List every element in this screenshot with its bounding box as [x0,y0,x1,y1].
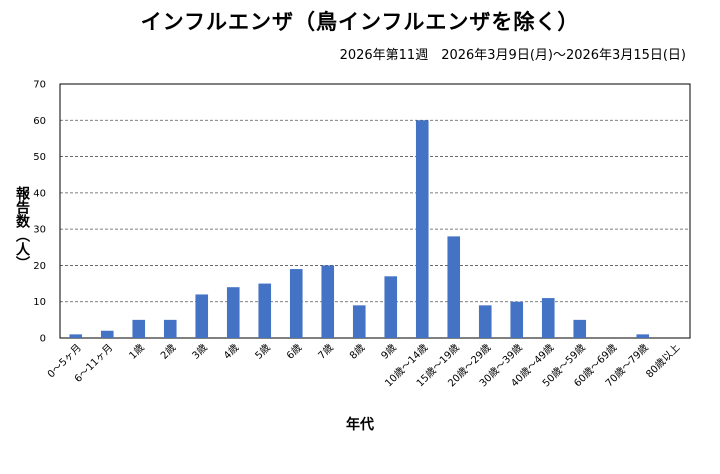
x-axis-label: 年代 [346,417,374,433]
x-tick-label: 3歳 [190,342,210,362]
y-tick-label: 60 [33,116,46,127]
chart-subtitle: 2026年第11週 2026年3月9日(月)〜2026年3月15日(日) [339,48,686,63]
bar [352,305,366,338]
x-tick-label: 9歳 [379,342,399,362]
x-tick-label: 7歳 [316,342,336,362]
bar [69,334,83,338]
bar [163,319,177,338]
plot-area-frame [59,83,691,339]
bar [384,276,398,338]
y-tick-label: 70 [33,80,46,91]
x-tick-label: 8歳 [347,342,367,362]
bar [573,319,587,338]
y-tick-label: 0 [40,334,46,345]
x-tick-label: 1歳 [127,342,147,362]
bar [100,330,114,338]
bar [289,269,303,338]
bar [321,265,335,338]
y-tick-label: 30 [33,225,46,236]
bar [510,301,524,338]
x-tick-label: 6歳 [284,342,304,362]
bar [132,319,146,338]
x-tick-label: 4歳 [221,342,241,362]
x-tick-label: 2歳 [158,342,178,362]
bar [478,305,492,338]
y-tick-label: 40 [33,188,46,199]
bar [258,283,272,338]
bar [226,287,240,338]
y-tick-label: 10 [33,297,46,308]
y-axis-label: 報告数（人） [14,186,30,270]
bar [415,120,429,339]
bar [447,236,461,338]
y-tick-label: 20 [33,261,46,272]
x-tick-label: 5歳 [253,342,273,362]
x-tick-label: 80歳以上 [644,342,683,381]
chart-title: インフルエンザ（鳥インフルエンザを除く） [140,10,580,34]
y-tick-label: 50 [33,152,46,163]
bar [636,334,650,338]
bar [541,298,555,338]
bar [195,294,209,338]
